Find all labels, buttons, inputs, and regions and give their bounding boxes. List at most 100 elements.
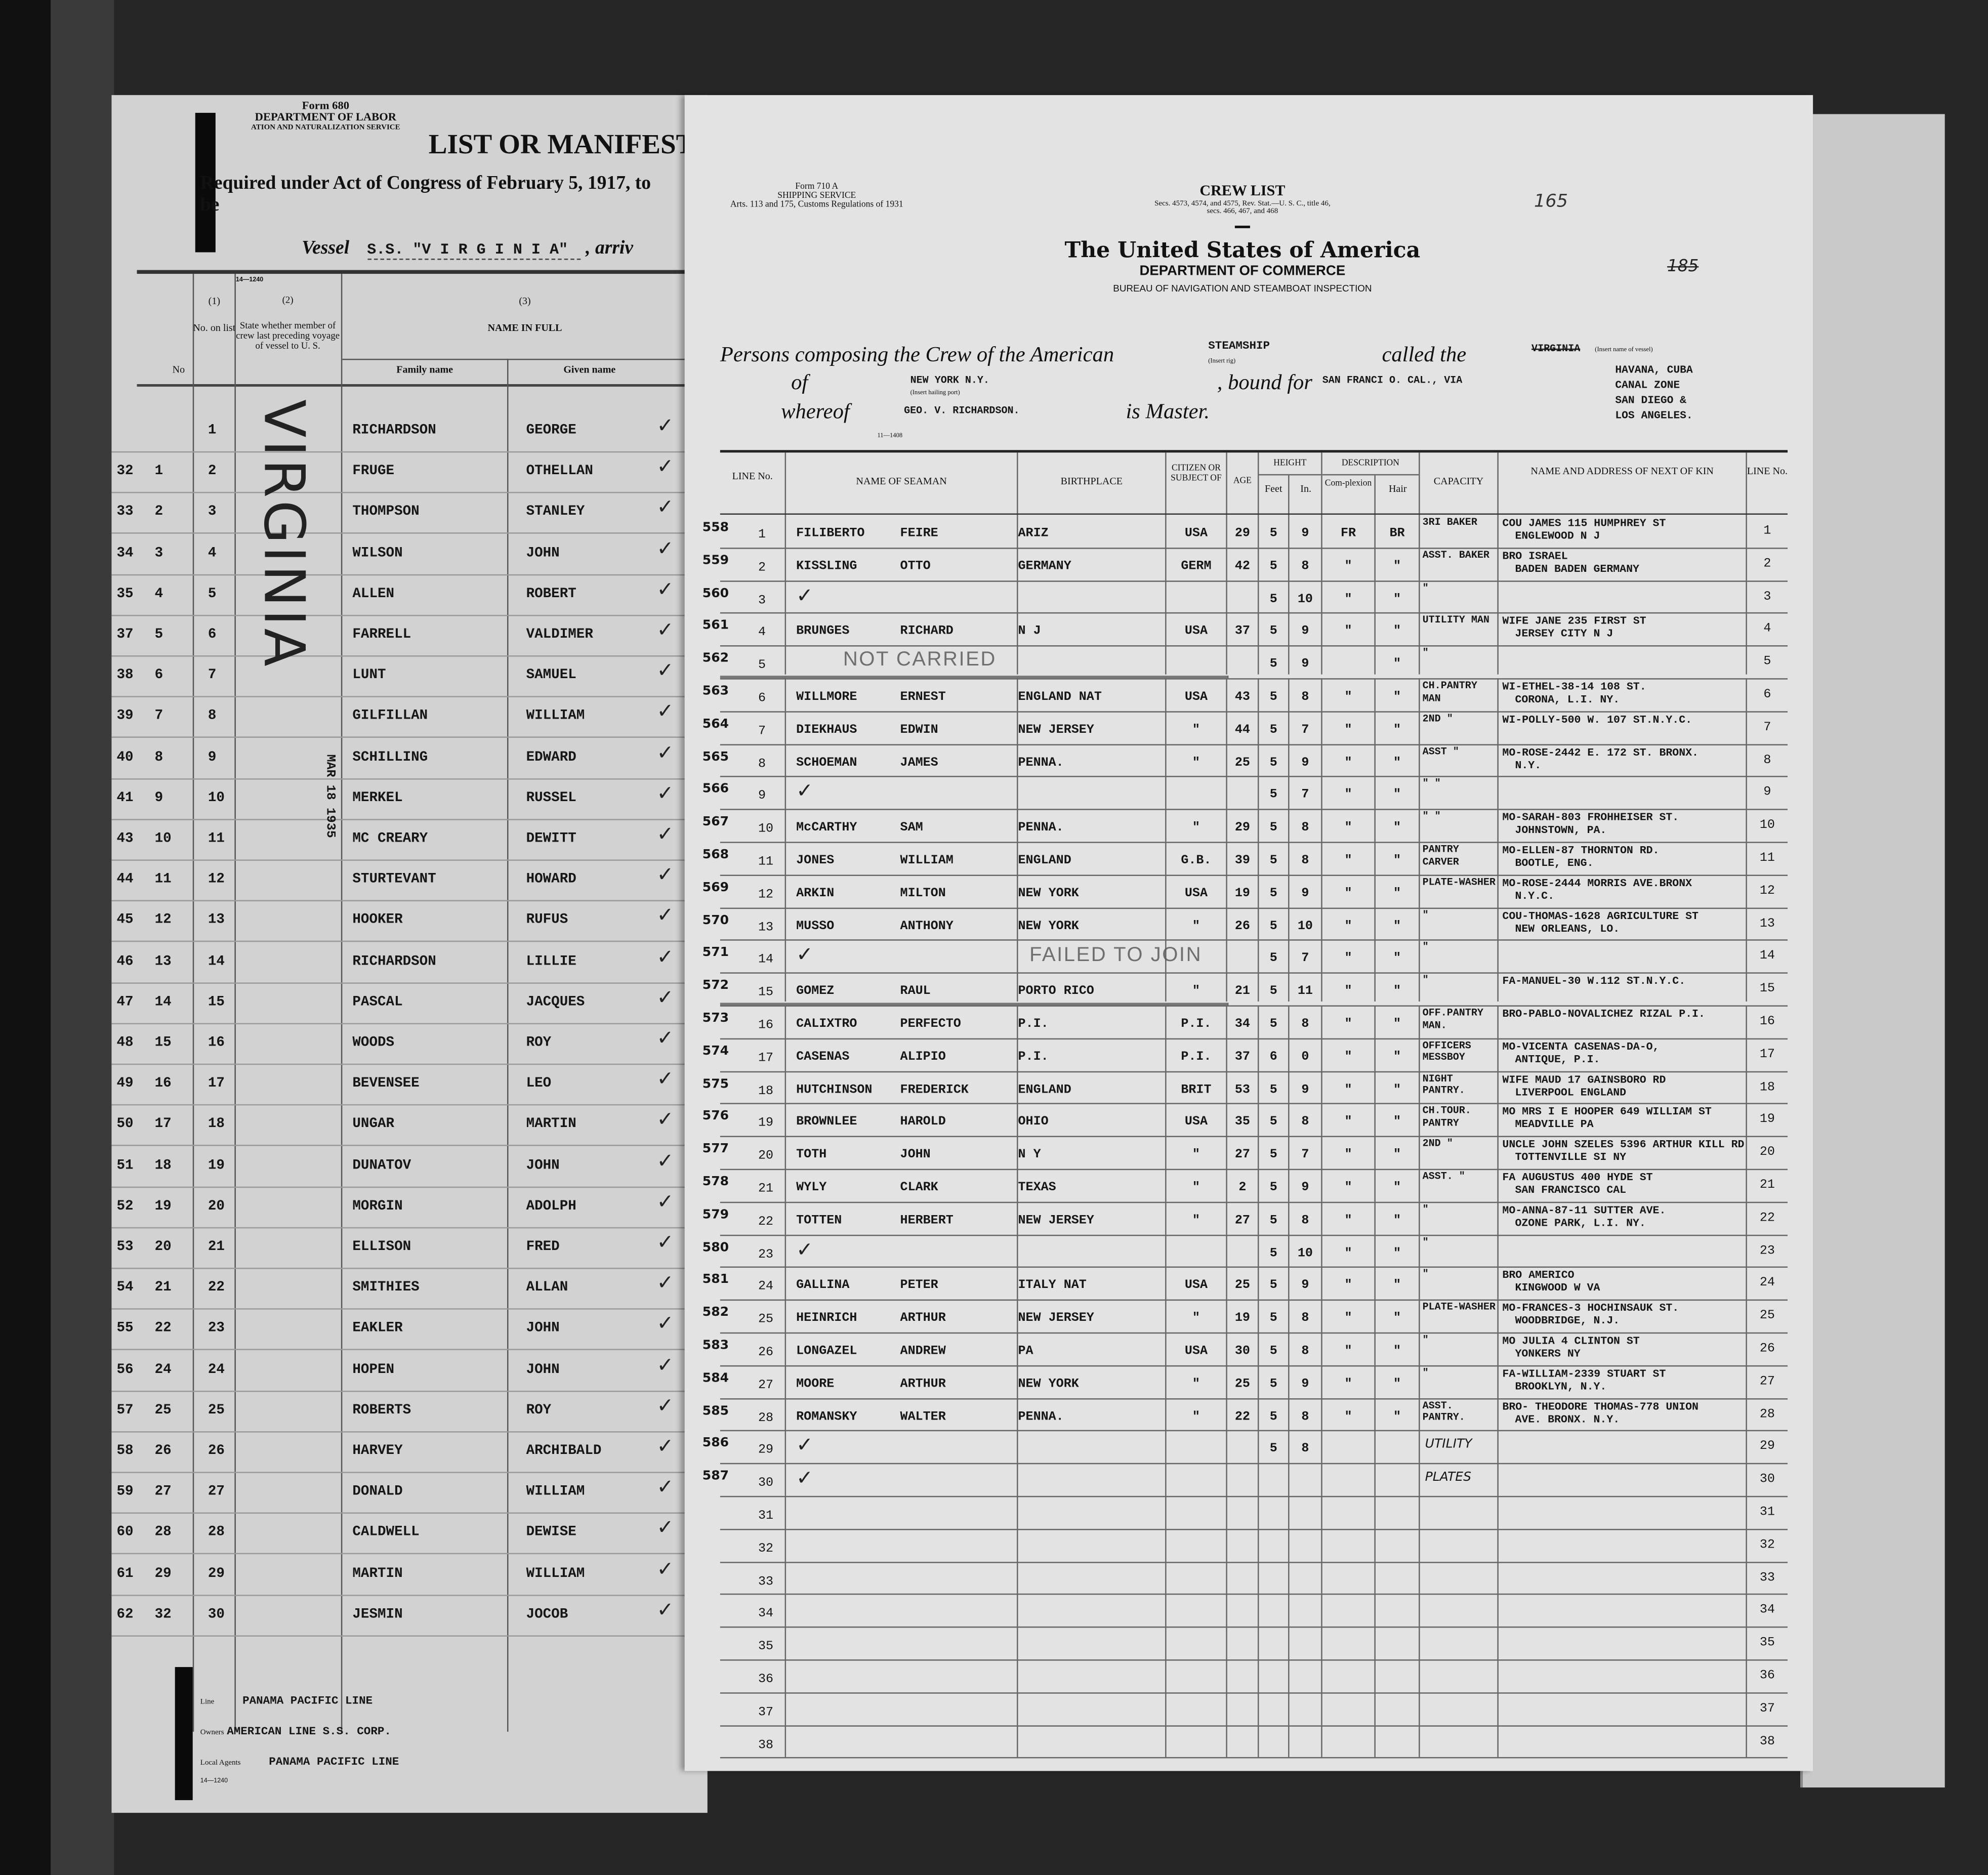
given-name: JOCOB bbox=[526, 1607, 568, 1622]
birthplace: ARIZ bbox=[1018, 527, 1049, 541]
height-feet-cell: 5 bbox=[1259, 1103, 1290, 1136]
header-hair: Hair bbox=[1388, 483, 1407, 494]
height-feet: 5 bbox=[1269, 691, 1277, 705]
capacity: " bbox=[1422, 975, 1429, 987]
citizenship: " bbox=[1192, 1214, 1200, 1228]
manifest-row: 62 32 30 JESMIN JOCOB ✓ bbox=[111, 1595, 708, 1637]
given-name: EDWARD bbox=[526, 749, 576, 766]
citizenship-cell bbox=[1167, 1430, 1227, 1464]
seaman-name-cell: JONES WILLIAM bbox=[786, 842, 1018, 874]
capacity: 2ND " bbox=[1422, 1138, 1453, 1150]
complexion: " bbox=[1344, 985, 1352, 999]
height-feet: 5 bbox=[1269, 593, 1277, 607]
birthplace: NEW YORK bbox=[1018, 1378, 1079, 1392]
age bbox=[1227, 1594, 1258, 1607]
given-name: STANLEY bbox=[526, 505, 585, 521]
line-number-right: 12 bbox=[1759, 884, 1775, 899]
height-inches-cell bbox=[1290, 1561, 1322, 1594]
family-name: FRUGE bbox=[352, 464, 395, 480]
crew-row: 562 5 5 9 " " 5 bbox=[702, 645, 1788, 680]
height-inches bbox=[1290, 1463, 1321, 1476]
birthplace-cell: OHIO bbox=[1018, 1103, 1167, 1136]
checkmark-icon: ✓ bbox=[656, 1229, 674, 1254]
line-number-right: 9 bbox=[1763, 786, 1771, 801]
hair: " bbox=[1393, 854, 1401, 868]
birthplace-cell: N J bbox=[1018, 612, 1167, 646]
citizenship-cell bbox=[1167, 645, 1227, 674]
capacity-cell: " bbox=[1420, 940, 1499, 973]
outer-number: 41 bbox=[116, 790, 134, 806]
family-name: MORGIN bbox=[352, 1199, 403, 1215]
seaman-name-cell bbox=[786, 1692, 1018, 1725]
hair bbox=[1376, 1725, 1419, 1737]
citizenship-cell: USA bbox=[1167, 678, 1227, 711]
line-number-right: 3 bbox=[1763, 590, 1771, 604]
given-name: PETER bbox=[900, 1279, 938, 1294]
manifest-row: 33 2 3 THOMPSON STANLEY ✓ bbox=[111, 492, 708, 534]
header-feet: Feet bbox=[1259, 475, 1290, 514]
handwritten-seaman-number: 582 bbox=[702, 1306, 729, 1320]
complexion-cell: " bbox=[1322, 1136, 1376, 1169]
kin-line-1: MO-VICENTA CASENAS-DA-O, bbox=[1502, 1040, 1660, 1054]
given-name: FEIRE bbox=[900, 527, 938, 541]
capacity-cell: " " bbox=[1420, 809, 1499, 842]
complexion-cell bbox=[1322, 1561, 1376, 1594]
hair-cell: " bbox=[1376, 1365, 1420, 1398]
manifest-row: 57 25 25 ROBERTS ROY ✓ bbox=[111, 1390, 708, 1433]
age: 21 bbox=[1234, 985, 1250, 999]
given-name: FREDERICK bbox=[900, 1083, 969, 1098]
citizenship bbox=[1167, 1463, 1226, 1476]
handwritten-seaman-number: 558 bbox=[702, 521, 729, 535]
family-name: MUSSO bbox=[796, 920, 835, 934]
birthplace: ENGLAND NAT bbox=[1018, 691, 1102, 705]
line-number-cell: 587 30 bbox=[702, 1463, 786, 1496]
birthplace bbox=[1018, 1463, 1166, 1476]
capacity: ASST. PANTRY. bbox=[1422, 1400, 1465, 1424]
capacity: PANTRY CARVER bbox=[1422, 844, 1459, 868]
seaman-name-cell: GOMEZ RAUL bbox=[786, 972, 1018, 1001]
complexion-cell bbox=[1322, 1692, 1376, 1725]
birthplace: PORTO RICO bbox=[1018, 985, 1094, 999]
hair-cell: " bbox=[1376, 874, 1420, 907]
citizenship-cell: USA bbox=[1167, 1267, 1227, 1300]
line-number-right: 18 bbox=[1759, 1080, 1775, 1095]
age-cell: 43 bbox=[1227, 678, 1259, 711]
citizenship: P.I. bbox=[1181, 1018, 1212, 1032]
hair: " bbox=[1393, 1214, 1401, 1228]
line-number-cell: 578 21 bbox=[702, 1169, 786, 1202]
checkmark-icon: ✓ bbox=[656, 1393, 674, 1418]
family-name: TOTH bbox=[796, 1148, 827, 1163]
crew-list-sheet: Form 710 A SHIPPING SERVICE Arts. 113 an… bbox=[684, 95, 1813, 1771]
age: 39 bbox=[1234, 854, 1250, 868]
citizenship-cell: " bbox=[1167, 809, 1227, 842]
hair: " bbox=[1393, 1345, 1401, 1359]
hair-cell bbox=[1376, 1561, 1420, 1594]
age: 25 bbox=[1234, 756, 1250, 771]
citizenship: " bbox=[1192, 1410, 1200, 1425]
line-number-right: 20 bbox=[1759, 1146, 1775, 1160]
height-feet: 5 bbox=[1269, 1181, 1277, 1196]
citizenship-cell: GERM bbox=[1167, 547, 1227, 580]
line-number-cell: 565 8 bbox=[702, 743, 786, 777]
checkmark-icon: ✓ bbox=[656, 1597, 674, 1621]
header-no: No bbox=[172, 363, 185, 376]
line-number: 26 bbox=[758, 1346, 774, 1360]
family-name: WOODS bbox=[352, 1035, 395, 1051]
list-number: 6 bbox=[208, 627, 217, 643]
family-name: BROWNLEE bbox=[796, 1116, 857, 1130]
checkmark-icon: ✓ bbox=[656, 821, 674, 846]
hair-cell: " bbox=[1376, 645, 1420, 674]
list-number: 10 bbox=[208, 790, 225, 806]
header-complexion: Com-plexion bbox=[1322, 475, 1376, 514]
height-feet-cell bbox=[1259, 1692, 1290, 1725]
row-no: 25 bbox=[154, 1403, 172, 1419]
kin-line-2: TOTTENVILLE SI NY bbox=[1515, 1151, 1627, 1164]
handwritten-seaman-number: 566 bbox=[702, 782, 729, 797]
seaman-name-cell bbox=[786, 1627, 1018, 1660]
complexion: " bbox=[1344, 1312, 1352, 1326]
crew-intro: Persons composing the Crew of the Americ… bbox=[720, 340, 1785, 443]
birthplace bbox=[1018, 1234, 1166, 1247]
birthplace-cell: ENGLAND NAT bbox=[1018, 678, 1167, 711]
birthplace bbox=[1018, 646, 1166, 658]
complexion-cell: " bbox=[1322, 547, 1376, 580]
